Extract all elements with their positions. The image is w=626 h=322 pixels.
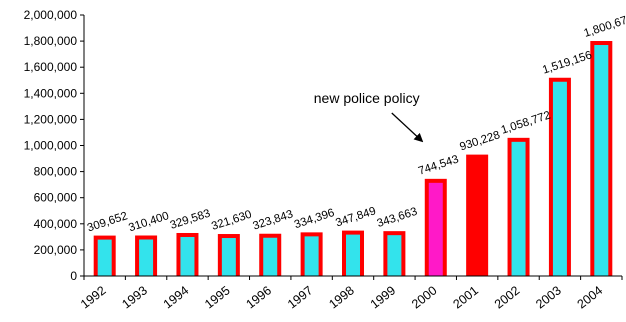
bar-fill <box>552 81 567 276</box>
data-label-1992: 309,652 <box>86 210 129 234</box>
x-tick-label-1998: 1998 <box>326 283 357 311</box>
bar-1995 <box>217 234 240 276</box>
bar-2001 <box>466 154 489 276</box>
y-tick-label: 1,200,000 <box>24 112 78 126</box>
bar-1993 <box>135 235 158 276</box>
data-labels: 309,652310,400329,583321,630323,843334,3… <box>86 13 626 235</box>
y-tick-label: 0 <box>70 269 77 283</box>
bar-fill <box>139 239 154 276</box>
data-label-2004: 1,800,670 <box>583 13 626 40</box>
data-label-1997: 334,396 <box>293 207 336 231</box>
x-tick-label-1999: 1999 <box>368 283 399 311</box>
bar-fill <box>304 236 319 276</box>
bar-1996 <box>259 233 282 276</box>
data-label-2003: 1,519,156 <box>541 49 593 76</box>
x-tick-label-2001: 2001 <box>450 283 481 311</box>
data-label-1994: 329,583 <box>169 208 212 232</box>
bar-fill <box>511 141 526 276</box>
bar-2003 <box>548 77 571 276</box>
y-axis: 0 200,000 400,000 600,000 800,000 1,000,000 1,… <box>24 8 85 283</box>
bar-fill <box>263 237 278 276</box>
y-tick-label: 1,800,000 <box>24 34 78 48</box>
data-label-1993: 310,400 <box>127 210 170 234</box>
data-label-1999: 343,663 <box>376 206 419 230</box>
bar-1998 <box>342 230 364 276</box>
x-tick-label-1994: 1994 <box>161 283 192 311</box>
x-tick-label-2000: 2000 <box>409 283 440 311</box>
data-label-1996: 323,843 <box>251 208 294 232</box>
bar-fill <box>346 234 360 276</box>
y-tick-label: 1,600,000 <box>24 60 78 74</box>
x-tick-label-1996: 1996 <box>244 283 275 311</box>
data-label-2000: 744,543 <box>417 153 460 177</box>
bar-fill <box>387 235 402 276</box>
bars <box>93 41 613 276</box>
x-tick-label-2002: 2002 <box>492 283 523 311</box>
bar-1997 <box>300 232 323 276</box>
x-tick-label-1995: 1995 <box>202 283 233 311</box>
x-tick-label-1993: 1993 <box>119 283 150 311</box>
bar-fill <box>594 45 609 276</box>
x-tick-label-2003: 2003 <box>533 283 564 311</box>
y-tick-label: 200,000 <box>34 243 78 257</box>
bar-1999 <box>383 231 406 276</box>
x-axis: 1992 1993 1994 1995 1996 1997 1998 1999 2000 2001… <box>78 275 623 311</box>
annotation-arrow <box>391 112 424 143</box>
annotation-new-police-policy: new police policy <box>314 90 420 106</box>
data-label-2002: 1,058,772 <box>500 109 552 136</box>
bar-fill <box>221 238 236 276</box>
y-tick-label: 1,000,000 <box>24 139 78 153</box>
y-tick-label: 2,000,000 <box>24 8 78 22</box>
y-tick-label: 1,400,000 <box>24 86 78 100</box>
x-tick-label-1992: 1992 <box>78 283 109 311</box>
bar-2002 <box>507 137 530 276</box>
bar-border <box>466 154 489 276</box>
data-label-1998: 347,849 <box>334 205 377 229</box>
bar-1994 <box>176 232 199 276</box>
x-tick-label-1997: 1997 <box>285 283 316 311</box>
data-label-2001: 930,228 <box>458 129 501 153</box>
x-tick-label-2004: 2004 <box>575 283 606 311</box>
bar-2004 <box>590 41 613 276</box>
y-tick-label: 400,000 <box>34 217 78 231</box>
annotation: new police policy <box>314 90 424 143</box>
bar-1992 <box>93 235 116 276</box>
bar-2000 <box>424 178 447 276</box>
data-label-1995: 321,630 <box>210 209 253 233</box>
y-tick-label: 800,000 <box>34 165 78 179</box>
bar-fill <box>180 236 195 276</box>
y-tick-label: 600,000 <box>34 191 78 205</box>
bar-fill <box>97 239 112 276</box>
bar-fill <box>428 182 443 276</box>
